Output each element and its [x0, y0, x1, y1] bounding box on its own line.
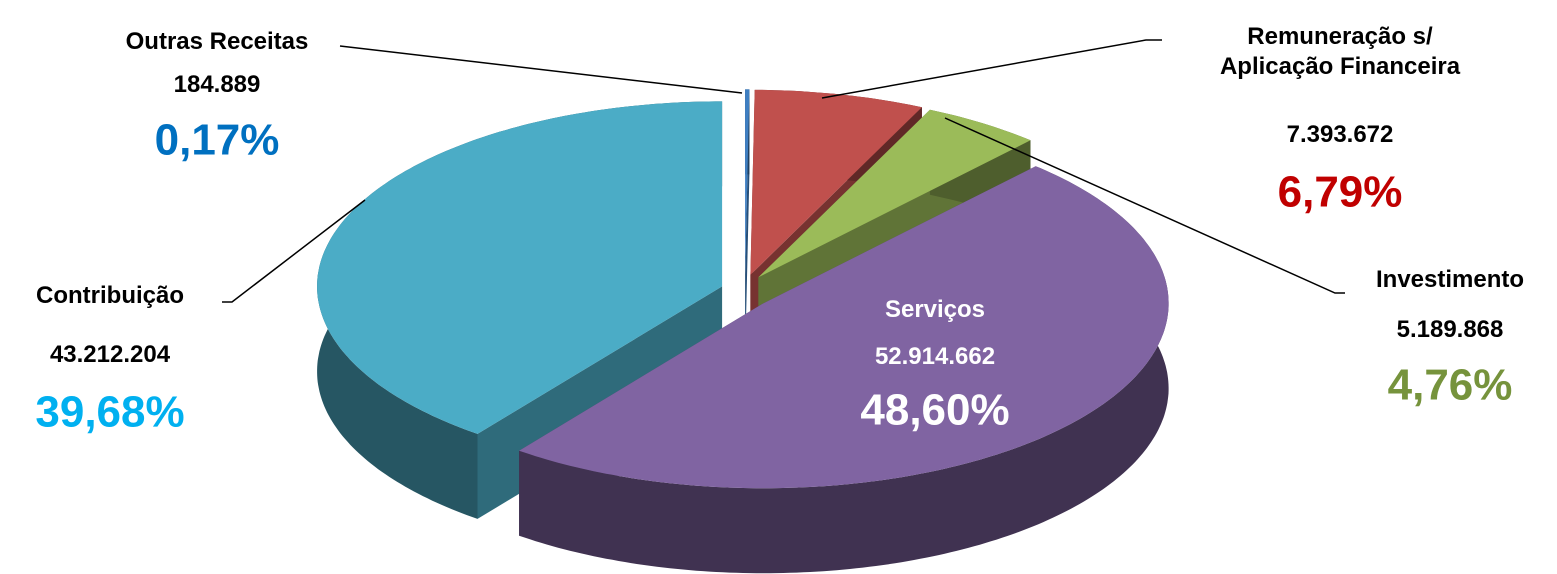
value-label: 52.914.662 — [874, 343, 996, 370]
percent-label: 39,68% — [35, 387, 185, 437]
slice — [758, 109, 1031, 278]
slice — [745, 89, 750, 275]
value-label: 43.212.204 — [49, 341, 171, 368]
leader-line — [944, 117, 1345, 294]
value-label: 7.393.672 — [1286, 121, 1394, 148]
leader-line — [821, 39, 1162, 99]
percent-label: 4,76% — [1387, 360, 1513, 410]
slice — [519, 166, 1169, 489]
slices — [317, 89, 1169, 574]
category-label: Outras Receitas — [125, 28, 309, 55]
slice-wall — [519, 166, 1169, 574]
value-label: 5.189.868 — [1396, 316, 1504, 343]
percent-label: 0,17% — [154, 115, 280, 165]
percent-label: 48,60% — [860, 385, 1010, 435]
slice — [750, 89, 922, 275]
leader-lines — [222, 39, 1345, 303]
leader-line — [339, 45, 743, 94]
percent-label: 6,79% — [1277, 167, 1403, 217]
category-label: Contribuição — [36, 282, 184, 309]
leader-line — [222, 199, 366, 303]
category-label: Serviços — [884, 296, 986, 323]
category-label: Investimento — [1375, 266, 1525, 293]
slice — [317, 101, 723, 434]
category-label: Remuneração s/ Aplicação Financeira — [1219, 23, 1461, 80]
value-label: 184.889 — [173, 71, 261, 98]
